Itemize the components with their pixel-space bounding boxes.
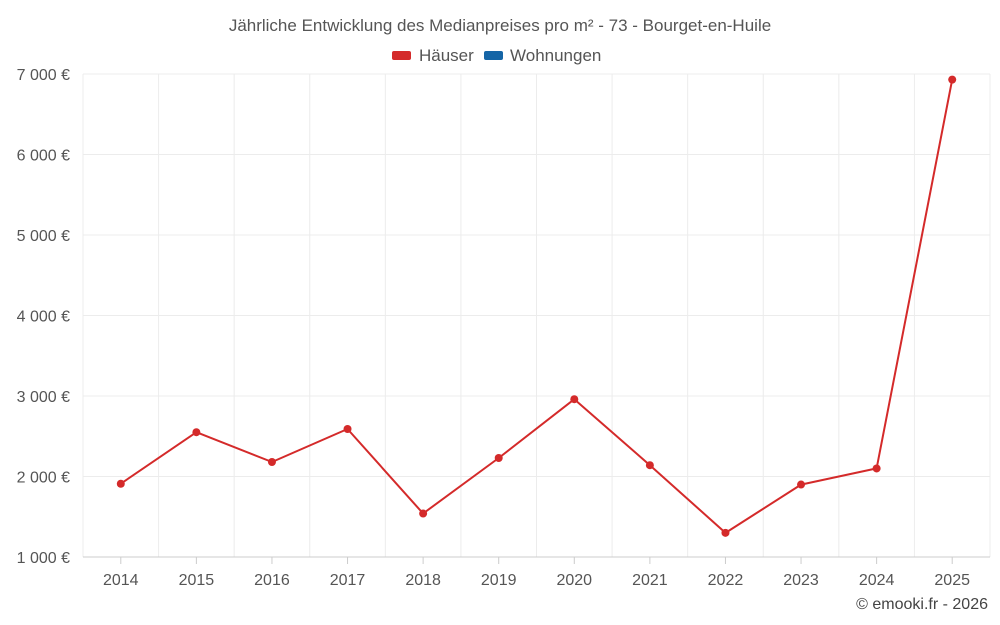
x-tick-label: 2022 xyxy=(708,572,744,589)
data-point[interactable] xyxy=(494,453,503,462)
data-point[interactable] xyxy=(872,464,881,473)
data-point[interactable] xyxy=(948,75,957,84)
data-point[interactable] xyxy=(797,480,806,489)
data-point[interactable] xyxy=(192,428,201,437)
x-tick-label: 2019 xyxy=(481,572,517,589)
x-tick-label: 2020 xyxy=(556,572,592,589)
data-point[interactable] xyxy=(267,458,276,467)
data-point[interactable] xyxy=(721,528,730,537)
legend-item-haeuser[interactable]: Häuser xyxy=(392,46,474,65)
data-point[interactable] xyxy=(116,479,125,488)
data-point[interactable] xyxy=(343,425,352,434)
x-tick-label: 2016 xyxy=(254,572,290,589)
x-tick-label: 2021 xyxy=(632,572,668,589)
legend[interactable]: Häuser Wohnungen xyxy=(392,46,601,65)
y-tick-label: 7 000 € xyxy=(17,67,70,84)
chart-title: Jährliche Entwicklung des Medianpreises … xyxy=(229,16,771,35)
x-tick-label: 2015 xyxy=(179,572,215,589)
series-line xyxy=(120,79,954,534)
credit-text: © emooki.fr - 2026 xyxy=(856,596,988,613)
legend-item-wohnungen[interactable]: Wohnungen xyxy=(484,46,601,65)
y-tick-label: 1 000 € xyxy=(17,550,70,567)
legend-label-haeuser[interactable]: Häuser xyxy=(419,46,474,65)
y-tick-label: 3 000 € xyxy=(17,389,70,406)
axes: 1 000 € 2 000 € 3 000 € 4 000 € 5 000 € 6 000… xyxy=(17,67,990,589)
x-tick-label: 2014 xyxy=(103,572,139,589)
data-point[interactable] xyxy=(570,395,579,404)
y-tick-label: 2 000 € xyxy=(17,470,70,487)
series-haeuser xyxy=(116,75,957,537)
x-tick-label: 2018 xyxy=(405,572,441,589)
y-tick-label: 4 000 € xyxy=(17,309,70,326)
grid xyxy=(82,73,991,557)
legend-label-wohnungen[interactable]: Wohnungen xyxy=(510,46,601,65)
legend-swatch-haeuser xyxy=(392,51,411,60)
legend-swatch-wohnungen xyxy=(484,51,503,60)
x-tick-label: 2017 xyxy=(330,572,366,589)
x-tick-label: 2023 xyxy=(783,572,819,589)
x-tick-label: 2025 xyxy=(934,572,970,589)
data-point[interactable] xyxy=(645,461,654,470)
x-tick-label: 2024 xyxy=(859,572,895,589)
data-point[interactable] xyxy=(419,509,428,518)
y-tick-label: 6 000 € xyxy=(17,148,70,165)
y-tick-label: 5 000 € xyxy=(17,228,70,245)
